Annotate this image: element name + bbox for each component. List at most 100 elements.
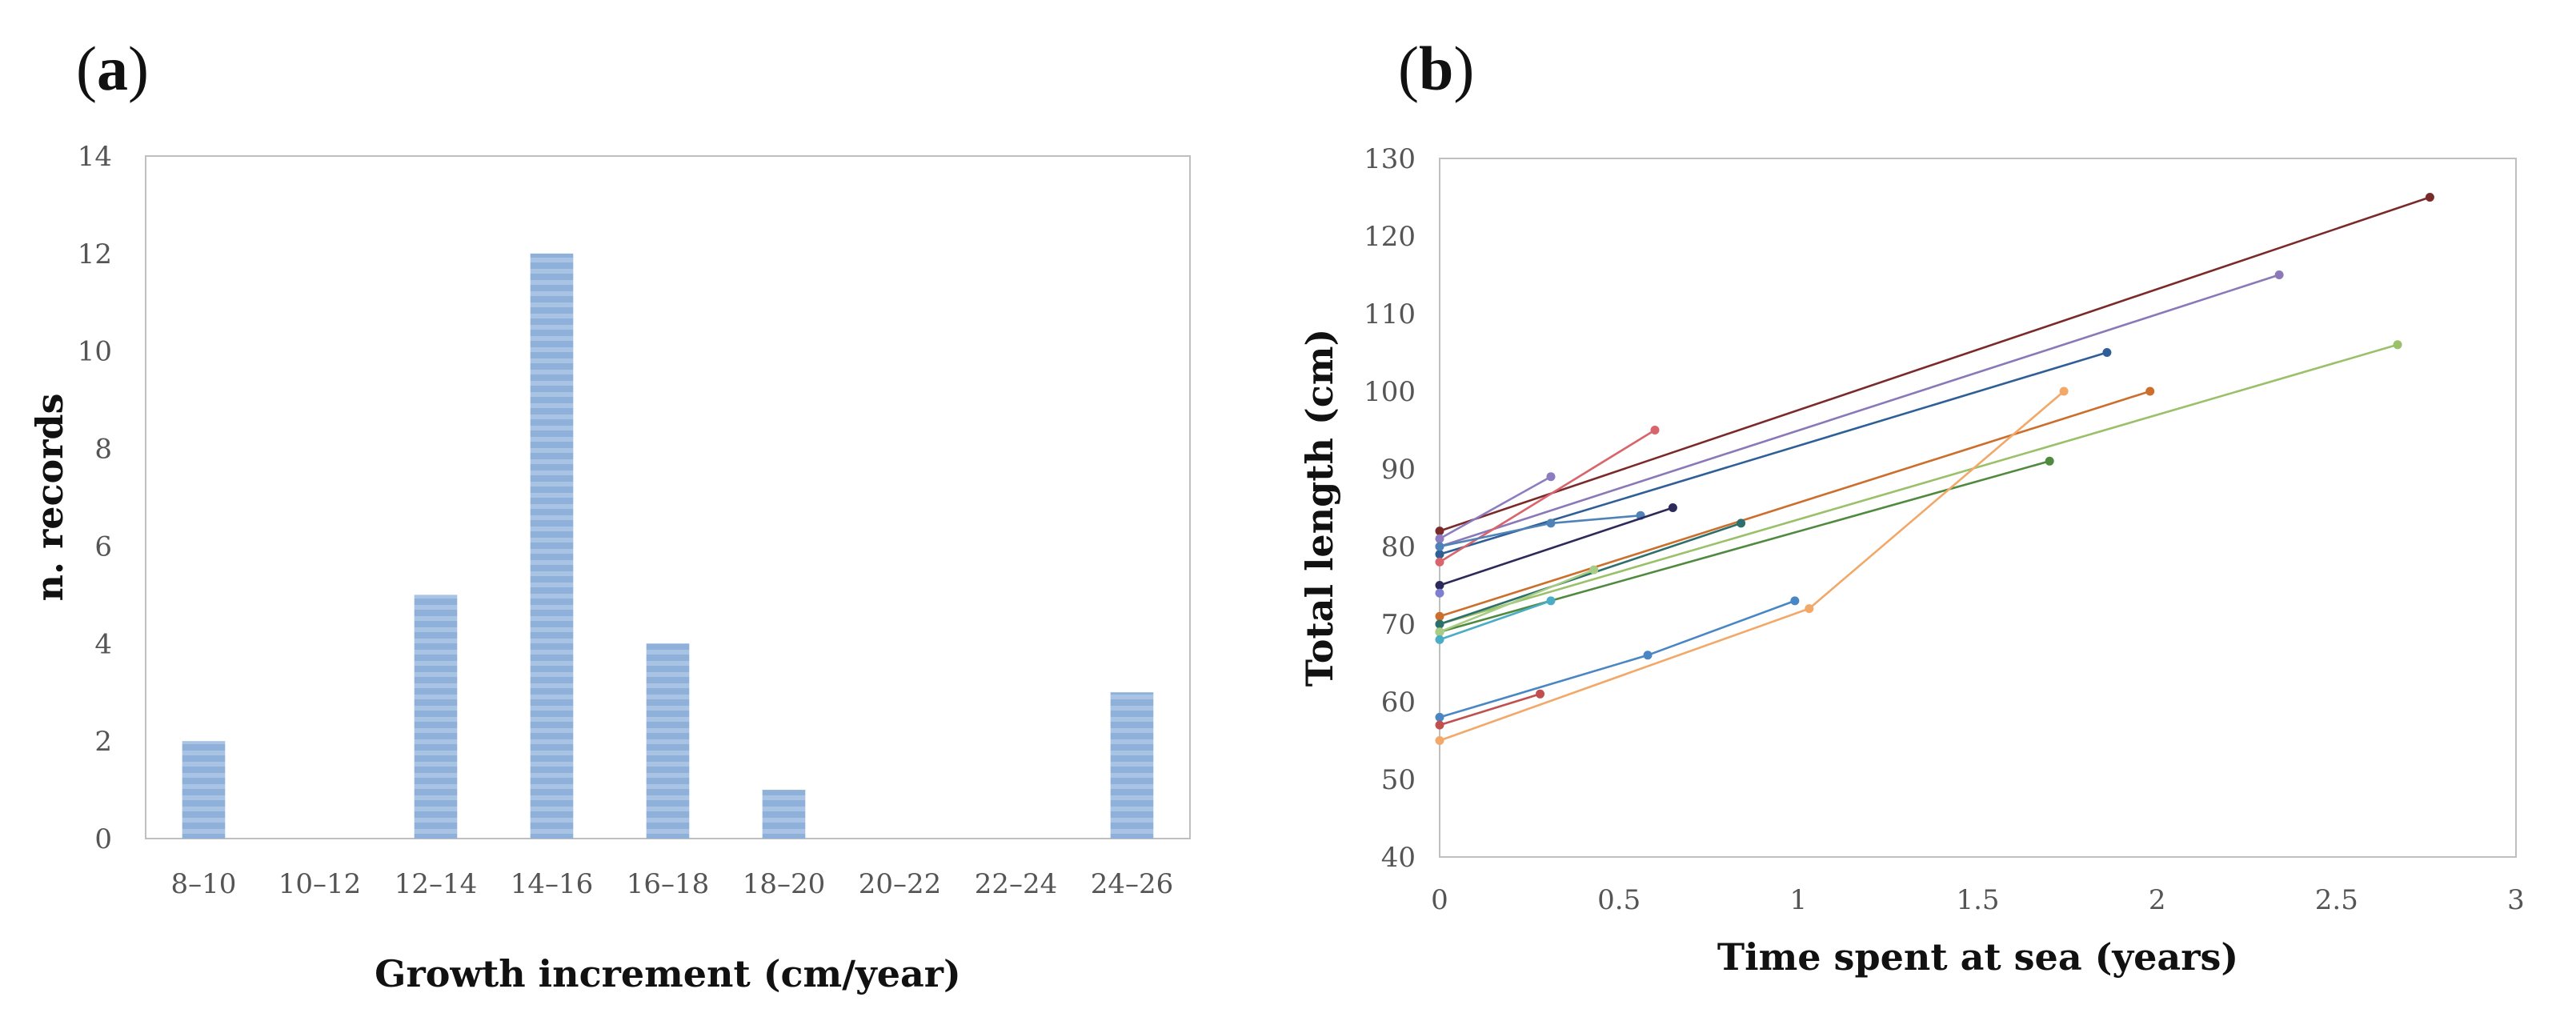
data-point [1435,611,1444,621]
x-ticks-a: 8–10 10–12 12–14 14–16 16–18 18–20 20–22 22–24 2… [171,868,1174,900]
y-tick-label: 8 [94,434,112,466]
bar-12–14 [414,595,458,839]
data-point [2145,386,2155,396]
data-point [2102,348,2112,357]
x-tick-label: 10–12 [278,868,362,900]
x-tick-label: 22–24 [975,868,1058,900]
y-tick-label: 80 [1381,531,1416,563]
series-line [1439,274,2280,548]
bars-group [182,253,1154,839]
data-point [1435,534,1444,543]
y-tick-label: 4 [94,628,112,660]
series-line [1439,599,1552,641]
series-10 [1435,426,1660,567]
bar-chart-panel: (a) 0 2 4 6 8 10 12 14 8–10 10–12 12–14 14–16 16–18… [28,34,1191,995]
series-line [1439,429,1656,563]
y-tick-label: 50 [1381,764,1416,796]
y-axis-title-b: Total length (cm) [1298,329,1341,687]
y-ticks-a: 0 2 4 6 8 10 12 14 [78,141,112,855]
y-tick-label: 90 [1381,454,1416,486]
data-point [1790,596,1800,606]
x-tick-label: 1 [1790,884,1808,916]
x-tick-label: 0.5 [1597,884,1641,916]
series-line [1439,343,2398,626]
x-tick-label: 2.5 [2315,884,2358,916]
data-point [1643,651,1653,660]
y-tick-label: 110 [1364,298,1416,330]
series-2 [1435,270,2284,551]
y-tick-label: 40 [1381,842,1416,874]
series-line [1439,196,2430,532]
data-point [1435,542,1444,551]
series-line [1439,693,1540,727]
x-axis-title-b: Time spent at sea (years) [1717,935,2238,979]
data-point [1737,519,1746,528]
y-axis-title-a: n. records [28,394,71,602]
data-point [2274,270,2284,279]
data-point [2393,340,2402,350]
series-11 [1435,472,1556,543]
panel-letter-b: b [1419,34,1453,103]
series-line [1439,390,2151,618]
y-tick-label: 120 [1364,221,1416,253]
data-point [1435,736,1444,745]
y-tick-label: 2 [94,726,112,758]
x-tick-label: 16–18 [627,868,710,900]
bar-24–26 [1110,692,1154,839]
series-line [1439,568,1595,633]
data-point [1435,527,1444,536]
series-9 [1435,689,1545,730]
data-point [1668,503,1677,512]
data-point [1435,720,1444,730]
x-tick-label: 3 [2507,884,2525,916]
x-tick-label: 14–16 [511,868,594,900]
data-point [1805,604,1814,614]
series-17 [1435,588,1444,598]
series-line [1439,351,2108,555]
y-ticks-b: 40 50 60 70 80 90 100 110 120 130 [1364,143,1416,874]
data-point [1546,519,1556,528]
data-point [1546,596,1556,606]
data-point [1435,619,1444,629]
x-tick-label: 18–20 [743,868,826,900]
panel-label-b: (b) [1398,34,1474,103]
series-15 [1435,565,1599,637]
data-point [1435,550,1444,559]
data-point [1589,565,1599,575]
y-tick-label: 0 [94,823,112,855]
series-line [1439,506,1673,587]
bar-14–16 [530,253,574,839]
data-point [1536,689,1545,699]
series-line [1439,390,2065,742]
data-point [2059,386,2069,396]
plot-area-b [1439,158,2517,858]
x-tick-label: 0 [1431,884,1448,916]
data-point [1435,581,1444,590]
data-point [1435,635,1444,644]
x-tick-label: 20–22 [859,868,942,900]
series-1 [1435,193,2434,536]
data-point [1435,627,1444,637]
y-tick-label: 130 [1364,143,1416,175]
series-group [1435,193,2434,745]
data-point [1546,472,1556,482]
series-7 [1435,386,2069,745]
x-tick-label: 8–10 [171,868,237,900]
x-tick-label: 24–26 [1091,868,1174,900]
series-line [1439,599,1796,719]
data-point [1435,557,1444,567]
x-tick-label: 1.5 [1956,884,1999,916]
x-tick-label: 2 [2149,884,2166,916]
y-tick-label: 70 [1381,609,1416,641]
data-point [1650,426,1660,434]
panel-label-a: (a) [76,34,149,103]
series-line [1439,475,1552,540]
x-ticks-b: 0 0.5 1 1.5 2 2.5 3 [1431,884,2525,916]
line-chart-panel: (b) 40 50 60 70 80 90 100 110 120 130 0 0.5 1 1.5 2 2.… [1298,34,2525,979]
x-axis-title-a: Growth increment (cm/year) [375,952,961,995]
bar-8–10 [182,741,226,839]
series-16 [1435,596,1556,644]
bar-16–18 [646,643,690,839]
series-12 [1435,511,1645,551]
